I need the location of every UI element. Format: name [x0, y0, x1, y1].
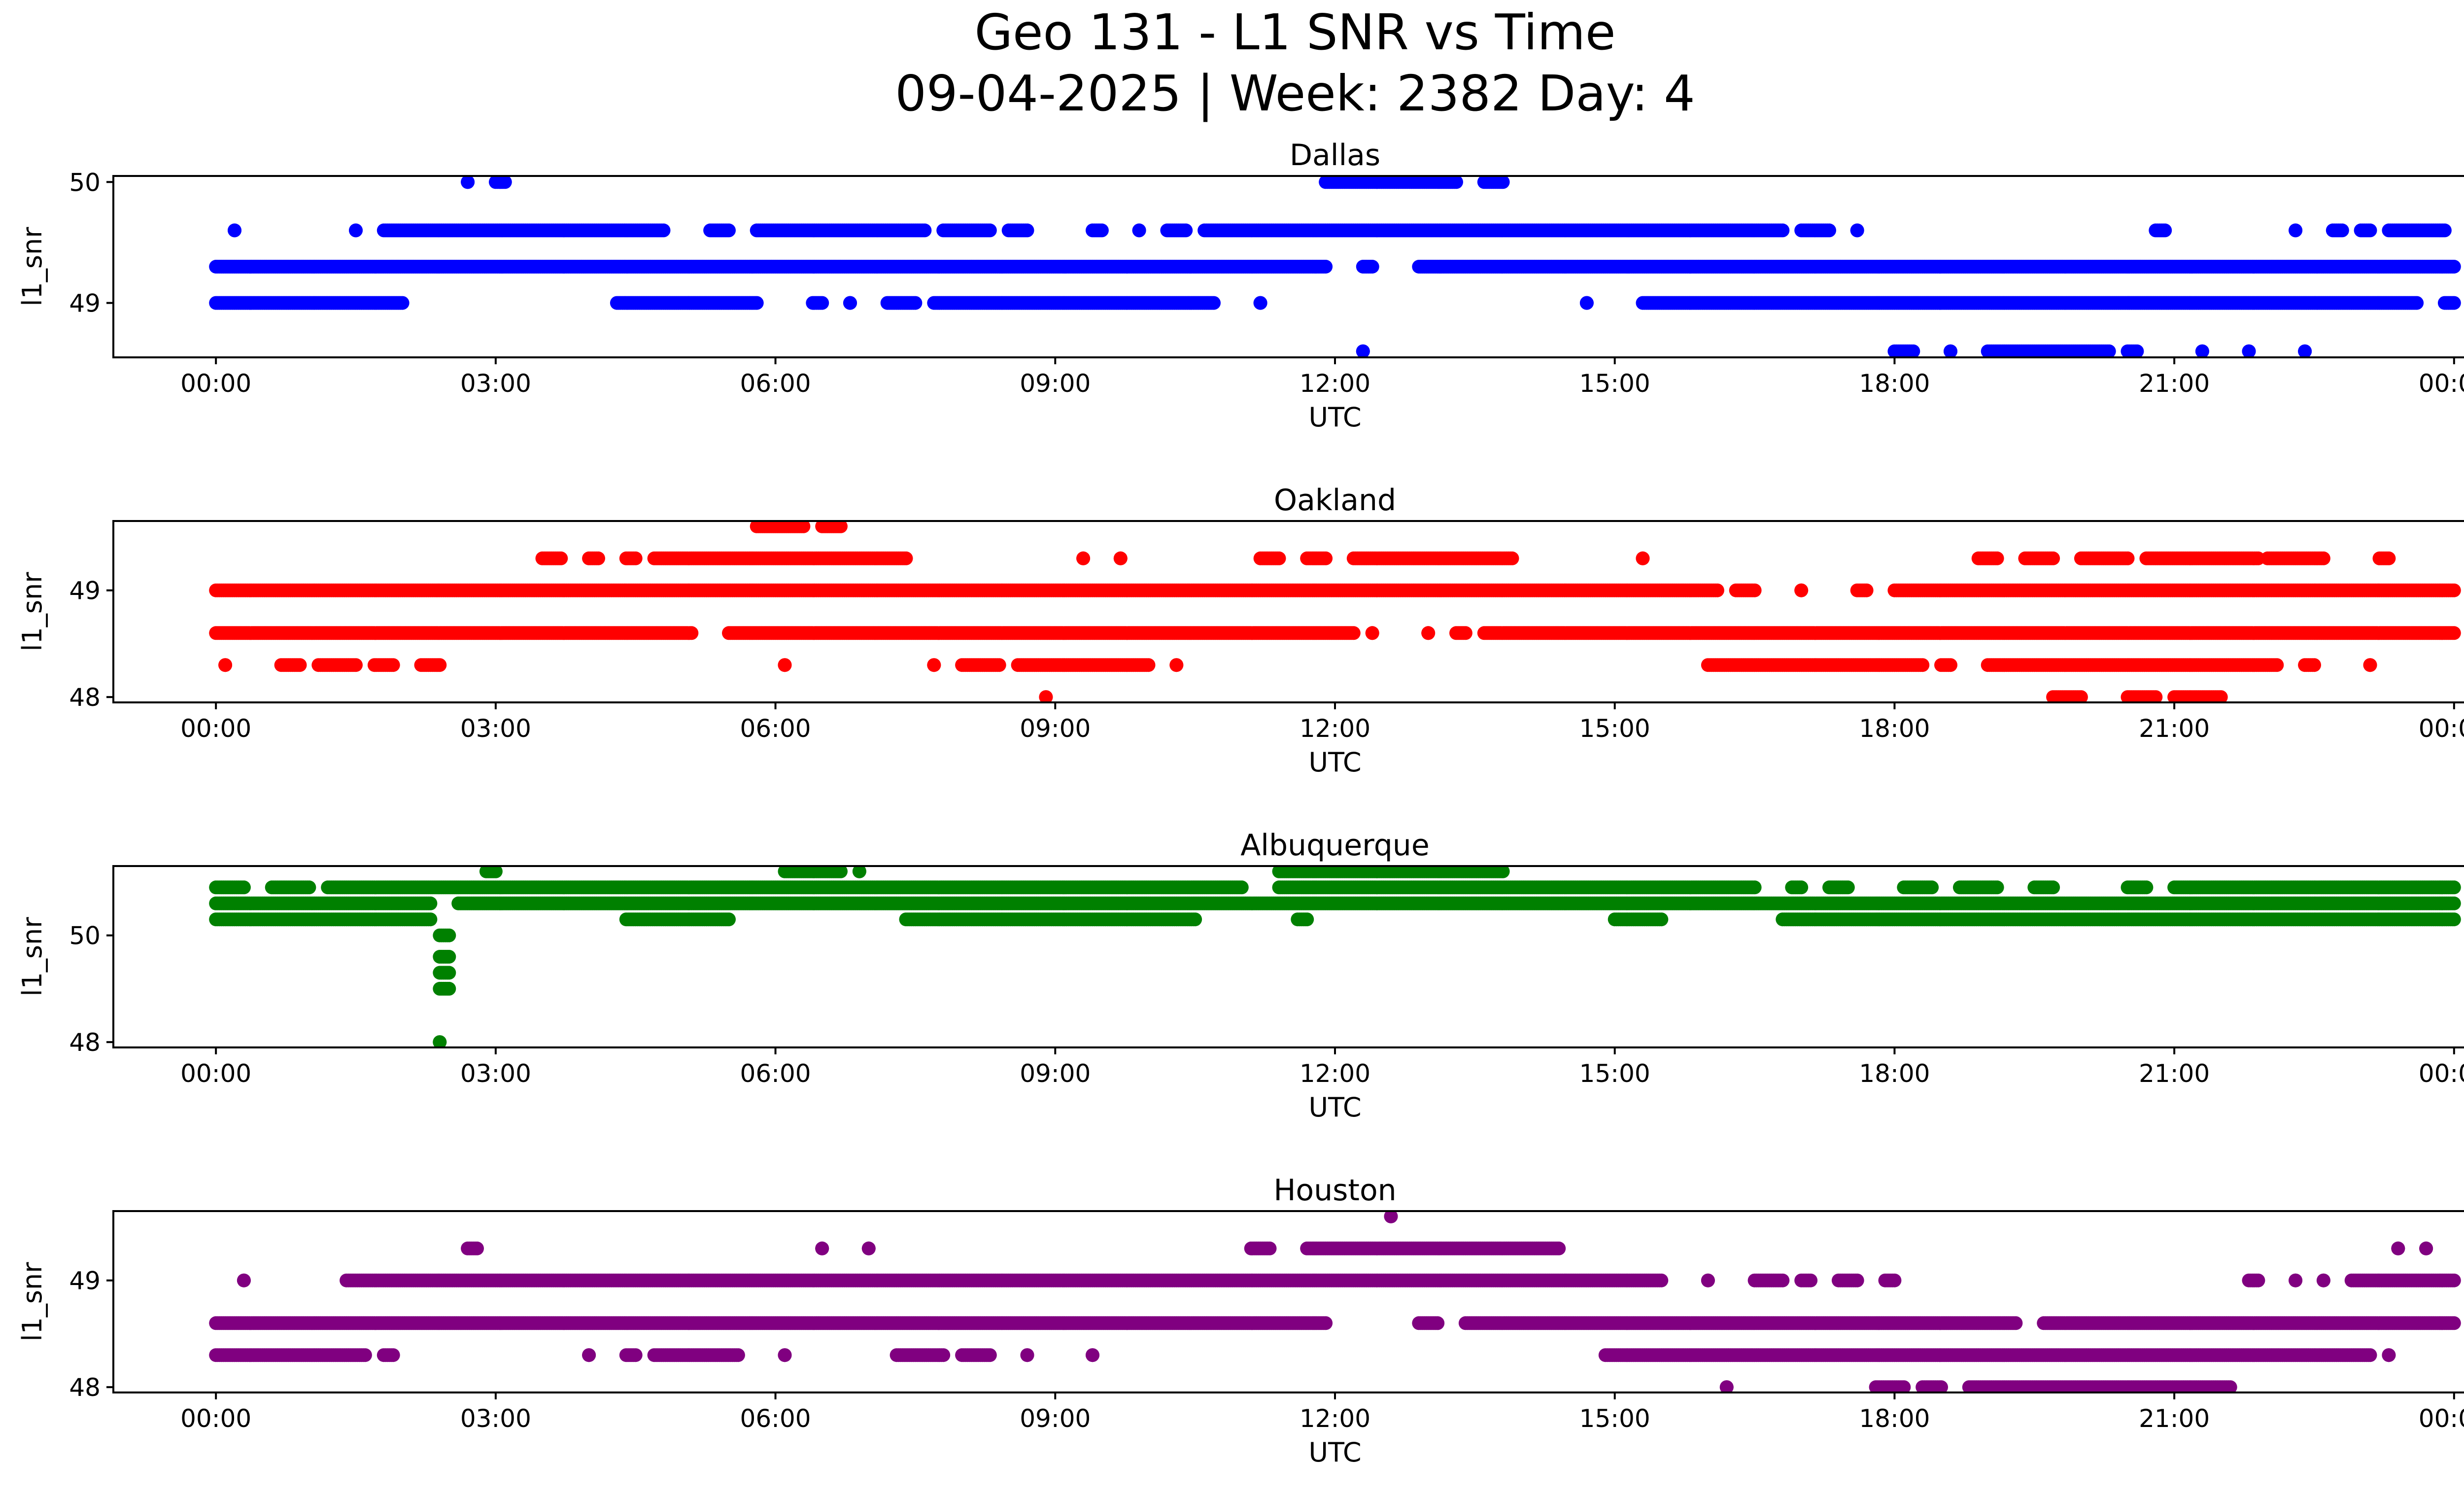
y-tick-label: 49 [69, 289, 101, 318]
y-axis-label: l1_snr [17, 227, 48, 307]
data-point [2447, 583, 2461, 597]
x-axis-label: UTC [1308, 402, 1361, 433]
data-point [1794, 583, 1809, 597]
data-point [815, 296, 829, 310]
data-point [656, 223, 671, 238]
data-point [2410, 296, 2424, 310]
data-point [1579, 296, 1594, 310]
panels-container: Dallas 00:00 03:00 06:00 09:00 12:00 15:00 18:0… [17, 138, 2464, 1468]
panel-title: Oakland [1274, 483, 1396, 518]
data-point [843, 296, 857, 310]
data-point [1906, 344, 1920, 357]
data-point [1822, 223, 1836, 238]
figure-title-line2: 09-04-2025 | Week: 2382 Day: 4 [895, 65, 1695, 122]
data-point [395, 296, 410, 310]
data-point [908, 296, 923, 310]
x-tick-label: 06:00 [740, 369, 811, 398]
data-point [498, 176, 512, 189]
scatter-series-dallas [209, 176, 2461, 357]
data-point [1859, 583, 1874, 597]
data-point [983, 223, 997, 238]
data-point [1776, 223, 1790, 238]
data-point [461, 176, 475, 189]
x-tick-label: 03:00 [460, 369, 531, 398]
data-point [722, 223, 736, 238]
data-point [1346, 626, 1361, 640]
scatter-series-oakland [209, 521, 2461, 702]
data-point [2102, 344, 2116, 357]
data-point [2242, 344, 2256, 357]
data-point [1253, 296, 1267, 310]
data-point [1179, 223, 1193, 238]
data-point [2289, 223, 2303, 238]
data-point [2130, 344, 2144, 357]
y-tick-label: 50 [69, 168, 101, 197]
x-tick-label: 00:00 [2419, 369, 2464, 398]
data-point [1365, 260, 1379, 274]
x-tick-label: 15:00 [1579, 369, 1650, 398]
data-point [2363, 223, 2377, 238]
data-point [2195, 344, 2209, 357]
data-point [228, 223, 241, 238]
data-point [1496, 176, 1510, 189]
data-point [1020, 223, 1034, 238]
data-point [1132, 223, 1146, 238]
data-point [1944, 344, 1957, 357]
data-point [1095, 223, 1109, 238]
data-point [1319, 260, 1333, 274]
data-point [2447, 296, 2461, 310]
figure-title-line1: Geo 131 - L1 SNR vs Time [975, 3, 1616, 61]
panel-dallas: Dallas 00:00 03:00 06:00 09:00 12:00 15:00 18:0… [17, 138, 2464, 433]
x-tick-label: 09:00 [1020, 369, 1091, 398]
x-tick-label: 21:00 [2139, 369, 2210, 398]
data-point [2298, 344, 2312, 357]
data-point [1747, 583, 1762, 597]
panel-title: Dallas [1290, 138, 1380, 173]
data-point [918, 223, 932, 238]
x-tick-label: 12:00 [1300, 369, 1370, 398]
data-point [1365, 626, 1379, 640]
data-point [1207, 296, 1221, 310]
data-point [2335, 223, 2349, 238]
data-point [1458, 626, 1472, 640]
data-point [2437, 223, 2452, 238]
data-point [750, 296, 764, 310]
data-point [1449, 176, 1463, 189]
data-point [1421, 626, 1436, 640]
data-point [1710, 583, 1724, 597]
x-tick-label: 00:00 [180, 369, 251, 398]
data-point [2158, 223, 2172, 238]
data-point [2447, 260, 2461, 274]
x-tick-label: 18:00 [1859, 369, 1930, 398]
data-point [349, 223, 363, 238]
data-point [1850, 223, 1864, 238]
data-point [684, 626, 699, 640]
data-point [1356, 344, 1370, 357]
